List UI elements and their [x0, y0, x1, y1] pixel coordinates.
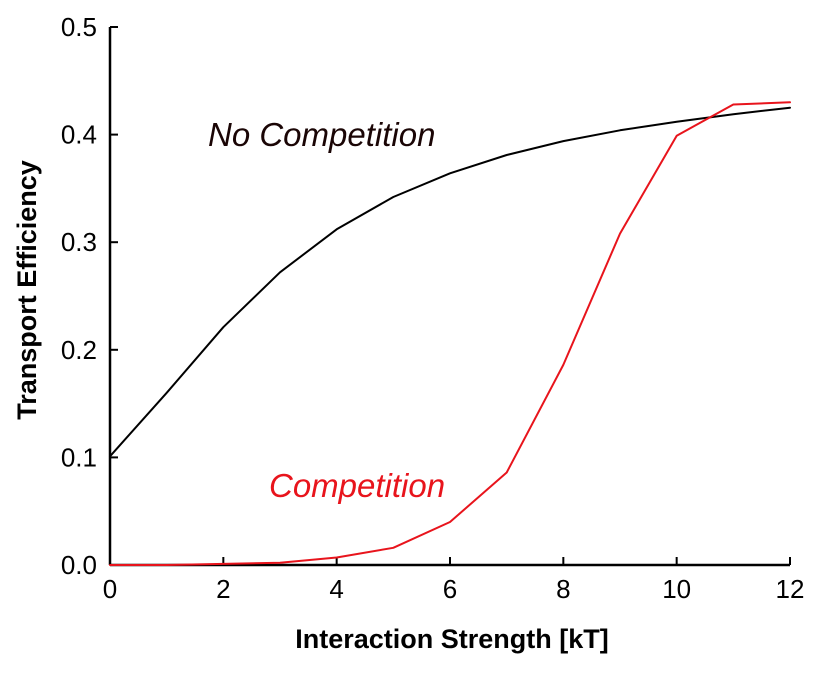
series-label-no-competition: No Competition [208, 116, 435, 153]
y-tick-label: 0.1 [61, 442, 97, 472]
x-axis-title: Interaction Strength [kT] [295, 624, 609, 654]
series-lines [109, 101, 791, 566]
y-tick-label: 0.0 [61, 550, 97, 580]
y-ticks: 0.0 0.1 0.2 0.3 0.4 0.5 [61, 12, 118, 580]
x-ticks: 0 2 4 6 8 10 12 [103, 557, 805, 604]
x-tick-label: 4 [329, 574, 343, 604]
series-line-competition [109, 101, 791, 566]
axes: 0 2 4 6 8 10 12 0.0 0.1 0.2 0.3 0.4 0.5 [61, 12, 805, 604]
x-tick-label: 12 [776, 574, 805, 604]
y-axis-title: Transport Efficiency [12, 160, 42, 420]
x-tick-label: 8 [556, 574, 570, 604]
x-tick-label: 10 [662, 574, 691, 604]
x-tick-label: 0 [103, 574, 117, 604]
y-tick-label: 0.4 [61, 120, 97, 150]
series-label-competition: Competition [269, 467, 445, 504]
y-tick-label: 0.3 [61, 227, 97, 257]
x-tick-label: 6 [443, 574, 457, 604]
series-line-no-competition [109, 106, 791, 458]
y-tick-label: 0.2 [61, 335, 97, 365]
x-tick-label: 2 [216, 574, 230, 604]
y-tick-label: 0.5 [61, 12, 97, 42]
